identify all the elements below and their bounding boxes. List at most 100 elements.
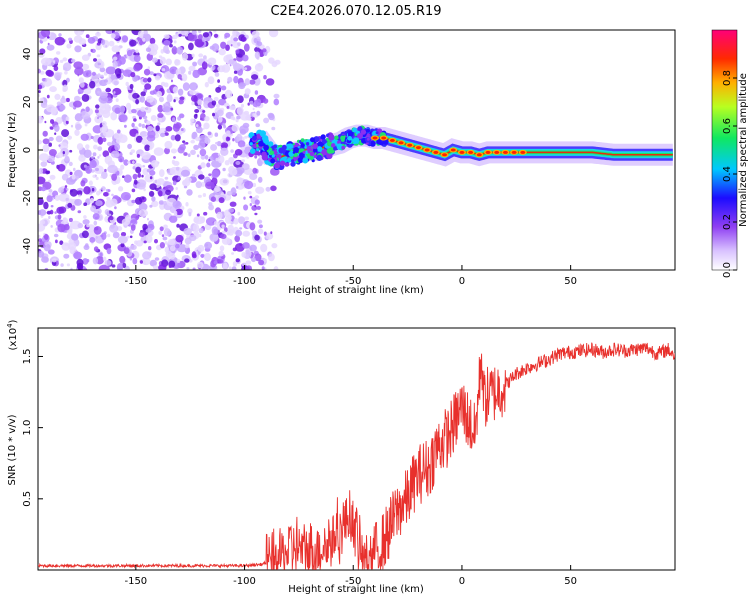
noise-blob: [205, 59, 208, 63]
noise-blob: [267, 112, 275, 119]
ridge-blob: [256, 148, 260, 152]
noise-blob: [44, 267, 49, 270]
noise-blob: [244, 180, 254, 190]
noise-blob: [132, 160, 135, 165]
noise-blob: [107, 164, 118, 174]
noise-blob: [48, 142, 52, 147]
noise-blob: [78, 91, 81, 95]
noise-blob: [115, 98, 119, 102]
noise-blob: [70, 267, 73, 270]
noise-blob: [243, 204, 249, 211]
noise-blob: [47, 249, 55, 255]
noise-blob: [97, 136, 104, 145]
noise-blob: [38, 234, 41, 238]
noise-blob: [94, 109, 99, 114]
noise-blob: [200, 162, 206, 169]
noise-blob: [157, 104, 164, 113]
noise-blob: [190, 139, 195, 144]
noise-blob: [103, 192, 109, 197]
noise-blob: [102, 137, 107, 143]
noise-blob: [93, 144, 98, 150]
noise-blob: [262, 48, 267, 53]
noise-blob: [104, 155, 113, 165]
noise-blob: [150, 160, 159, 168]
noise-blob: [85, 144, 90, 150]
noise-blob: [222, 122, 226, 127]
spectrogram-y-tick-label: 0: [22, 147, 33, 153]
spectrogram-x-tick-label: 0: [459, 276, 465, 287]
noise-blob: [237, 140, 246, 148]
noise-blob: [179, 113, 185, 119]
noise-blob: [93, 226, 102, 235]
noise-blob: [66, 263, 70, 267]
ridge-blob: [249, 142, 253, 146]
noise-blob: [165, 58, 172, 66]
noise-blob: [255, 98, 262, 107]
noise-blob: [198, 227, 204, 234]
noise-blob: [68, 239, 74, 245]
noise-blob: [101, 186, 106, 191]
noise-blob: [105, 87, 111, 93]
noise-blob: [77, 73, 80, 77]
noise-blob: [174, 59, 179, 66]
noise-blob: [49, 209, 54, 215]
noise-blob: [249, 79, 256, 85]
noise-blob: [255, 186, 265, 194]
snr-x-tick-label: -100: [233, 576, 256, 587]
noise-blob: [45, 170, 50, 175]
noise-blob: [73, 251, 83, 260]
noise-blob: [165, 126, 173, 132]
noise-blob: [170, 134, 176, 141]
noise-blob: [99, 252, 103, 258]
noise-blob: [138, 209, 148, 217]
noise-blob: [145, 234, 153, 244]
noise-blob: [177, 146, 185, 154]
noise-blob: [187, 153, 191, 157]
noise-blob: [175, 234, 184, 243]
ridge-blob: [288, 151, 295, 157]
noise-blob: [235, 49, 240, 54]
noise-blob: [173, 40, 177, 44]
noise-blob: [163, 34, 170, 40]
noise-blob: [195, 124, 199, 128]
noise-blob: [246, 222, 251, 229]
noise-blob: [101, 232, 107, 240]
noise-blob: [130, 72, 136, 78]
noise-blob: [157, 113, 164, 118]
noise-blob: [144, 174, 155, 183]
noise-blob: [270, 231, 273, 235]
noise-blob: [209, 233, 219, 242]
noise-blob: [210, 196, 216, 202]
noise-blob: [119, 105, 126, 113]
noise-blob: [193, 217, 200, 223]
noise-blob: [234, 235, 240, 243]
noise-blob: [148, 190, 155, 197]
noise-blob: [50, 119, 55, 124]
noise-blob: [66, 43, 72, 49]
noise-blob: [208, 158, 211, 162]
noise-blob: [91, 71, 96, 76]
noise-blob: [98, 154, 102, 157]
noise-blob: [194, 38, 205, 48]
noise-blob: [46, 94, 50, 99]
noise-blob: [165, 189, 172, 196]
noise-blob: [38, 84, 43, 90]
noise-blob: [252, 182, 257, 188]
ridge-blob: [313, 147, 318, 153]
snr-x-tick-label: 50: [564, 576, 577, 587]
noise-blob: [178, 197, 181, 200]
ridge-hotspot-core: [494, 150, 500, 154]
noise-blob: [159, 242, 165, 249]
noise-blob: [233, 70, 238, 74]
noise-blob: [198, 30, 202, 34]
noise-blob: [230, 115, 235, 120]
noise-blob: [204, 81, 209, 88]
noise-blob: [217, 124, 223, 130]
noise-blob: [118, 186, 124, 192]
noise-blob: [202, 127, 205, 130]
noise-blob: [254, 234, 260, 241]
noise-blob: [217, 116, 223, 123]
noise-blob: [50, 205, 54, 208]
noise-blob: [142, 223, 148, 231]
noise-blob: [145, 106, 152, 114]
